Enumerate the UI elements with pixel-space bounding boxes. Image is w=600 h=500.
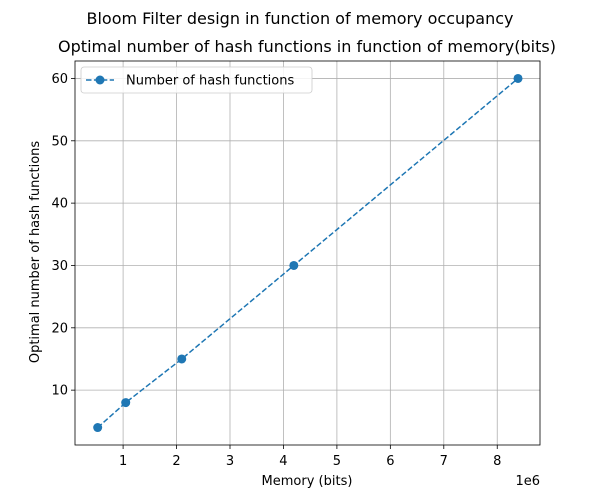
x-tick-label: 6 [386,454,394,469]
data-point [177,354,187,364]
x-tick-label: 7 [440,454,448,469]
x-axis: 1 2 3 4 5 6 7 8 [119,445,501,469]
y-axis: 10 20 30 40 50 60 [51,72,75,399]
y-tick-label: 50 [51,134,68,149]
x-tick-label: 2 [172,454,180,469]
y-tick-label: 30 [51,259,68,274]
x-tick-label: 8 [493,454,501,469]
y-tick-label: 10 [51,384,68,399]
data-point [93,423,103,433]
chart-title: Optimal number of hash functions in func… [58,37,556,56]
legend: Number of hash functions [80,66,313,94]
x-axis-label: Memory (bits) [262,474,353,489]
plot-area-frame [74,60,541,446]
data-point [513,73,523,83]
x-tick-label: 5 [333,454,341,469]
y-tick-label: 20 [51,321,68,336]
x-axis-offset-label: 1e6 [515,474,540,489]
legend-frame [80,66,313,94]
x-tick-label: 3 [226,454,234,469]
y-tick-label: 40 [51,197,68,212]
y-tick-label: 60 [51,72,68,87]
legend-label: Number of hash functions [126,74,294,89]
x-tick-label: 1 [119,454,127,469]
y-axis-label: Optimal number of hash functions [28,141,43,364]
data-point [289,260,299,270]
series-layer [93,73,523,433]
x-tick-label: 4 [279,454,287,469]
series-line [97,77,519,429]
data-point [121,398,131,408]
chart-suptitle: Bloom Filter design in function of memor… [87,9,514,28]
legend-marker-sample [95,75,105,85]
